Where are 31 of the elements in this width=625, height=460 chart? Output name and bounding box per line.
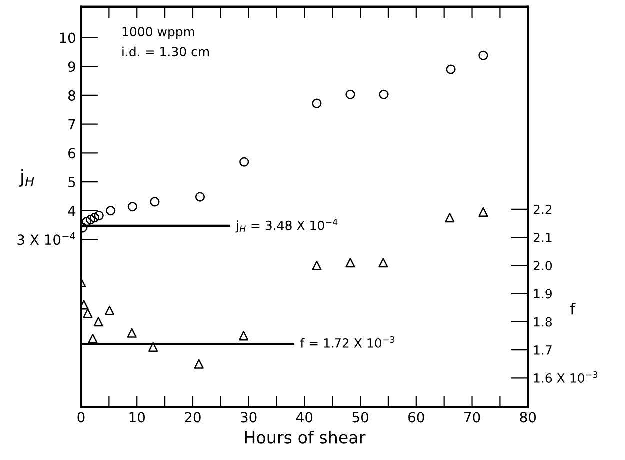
x-axis-title: Hours of shear <box>245 430 366 444</box>
y2-tick-label: 2.2 <box>534 204 552 214</box>
y2-tick-label: 1.6 X 10$^{−3}$ <box>534 372 598 383</box>
x-tick-label: 0 <box>78 412 85 423</box>
y2-tick-label: 1.9 <box>534 289 552 299</box>
y2-tick-label: 1.8 <box>534 317 552 327</box>
x-tick-label: 50 <box>352 412 368 423</box>
x-tick-label: 40 <box>296 412 313 423</box>
y-tick-label: 3 X 10$^{−4}$ <box>18 232 76 246</box>
x-tick-label: 10 <box>130 412 146 423</box>
y2-axis-title: f <box>570 303 576 315</box>
x-tick-label: 70 <box>464 412 480 423</box>
series-label: j$_{H}$ = 3.48 X 10$^{−4}$ <box>236 218 338 233</box>
y2-tick-label: 2.1 <box>534 232 552 242</box>
y-tick-label: 6 <box>68 148 76 159</box>
y-tick-label: 5 <box>68 177 76 188</box>
x-tick-label: 30 <box>241 412 257 423</box>
y-tick-label: 7 <box>68 119 76 130</box>
y-tick-label: 10 <box>60 32 76 44</box>
y2-tick-label: 2.0 <box>534 261 552 271</box>
x-tick-label: 20 <box>185 412 201 423</box>
y-tick-label: 9 <box>68 62 76 72</box>
x-tick-label: 60 <box>408 412 424 423</box>
annotation: 1000 wppm <box>122 27 194 40</box>
y2-tick-label: 1.7 <box>534 346 552 355</box>
y-axis-title: j$_{H}$ <box>20 169 34 187</box>
y-tick-label: 4 <box>68 206 76 216</box>
annotation: i.d. = 1.30 cm <box>122 46 210 57</box>
x-tick-label: 80 <box>520 412 536 423</box>
y-tick-label: 8 <box>68 90 76 101</box>
series-label: f = 1.72 X 10$^{−3}$ <box>300 336 395 348</box>
